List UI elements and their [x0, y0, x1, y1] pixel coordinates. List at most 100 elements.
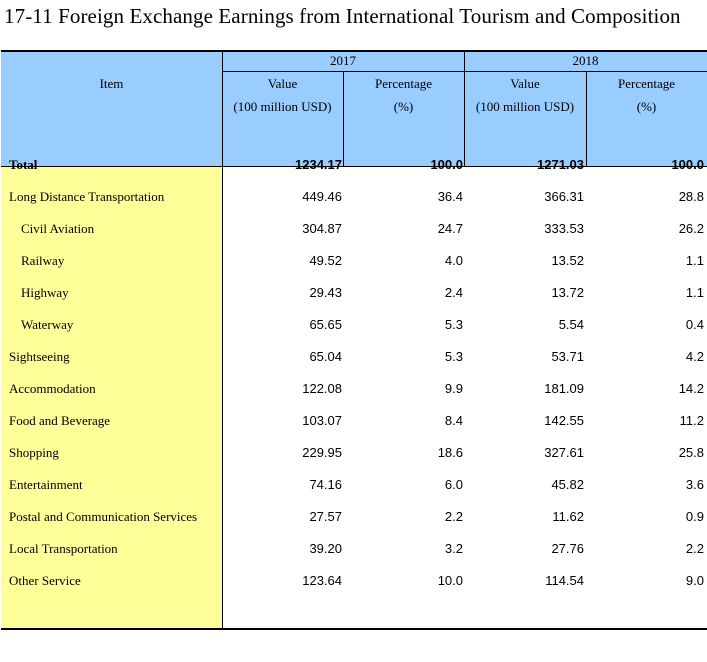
- value-2018: 114.54: [545, 573, 584, 588]
- pct-2018: 9.0: [685, 573, 704, 588]
- pct-2017: 100.0: [430, 157, 463, 172]
- top-rule: [1, 50, 707, 52]
- value-2017: 65.65: [309, 317, 342, 332]
- pct-2018: 0.9: [685, 509, 704, 524]
- pct-2017: 8.4: [444, 413, 463, 428]
- table-row: Shopping 229.95 18.6 327.61 25.8: [1, 437, 707, 469]
- bottom-rule: [1, 628, 707, 630]
- value-2018: 5.54: [558, 317, 584, 332]
- table-row: Civil Aviation 304.87 24.7 333.53 26.2: [1, 213, 707, 245]
- value-2018: 366.31: [544, 189, 584, 204]
- value-2017: 122.08: [302, 381, 342, 396]
- row-label: Postal and Communication Services: [9, 509, 198, 524]
- header-pct-2017: Percentage: [374, 76, 433, 91]
- value-2017: 29.43: [309, 285, 342, 300]
- table-row: Waterway 65.65 5.3 5.54 0.4: [1, 309, 707, 341]
- row-label: Shopping: [9, 445, 59, 460]
- header-value-2017: Value: [267, 76, 298, 91]
- pct-2018: 4.2: [685, 349, 704, 364]
- pct-2018: 28.8: [678, 189, 704, 204]
- pct-2017: 2.2: [444, 509, 463, 524]
- value-2017: 1234.17: [295, 157, 342, 172]
- value-2018: 1271.03: [537, 157, 584, 172]
- value-2017: 304.87: [302, 221, 342, 236]
- pct-2017: 2.4: [444, 285, 463, 300]
- pct-2018: 25.8: [678, 445, 704, 460]
- value-2018: 181.09: [544, 381, 584, 396]
- row-label: Highway: [21, 285, 69, 300]
- header-value-unit-2018: (100 million USD): [475, 99, 575, 114]
- header-divider: [343, 71, 344, 166]
- value-2018: 11.62: [552, 509, 584, 524]
- value-2017: 449.46: [302, 189, 342, 204]
- value-2018: 53.71: [551, 349, 584, 364]
- table-row: Entertainment 74.16 6.0 45.82 3.6: [1, 469, 707, 501]
- row-label: Civil Aviation: [21, 221, 95, 236]
- value-2018: 13.52: [551, 253, 584, 268]
- pct-2018: 11.2: [679, 413, 704, 428]
- row-label: Waterway: [21, 317, 74, 332]
- value-2018: 27.76: [551, 541, 584, 556]
- pct-2017: 24.7: [437, 221, 463, 236]
- row-label: Food and Beverage: [9, 413, 111, 428]
- header-pct-unit-2017: (%): [393, 99, 414, 114]
- table-row: Long Distance Transportation 449.46 36.4…: [1, 181, 707, 213]
- table-row: Food and Beverage 103.07 8.4 142.55 11.2: [1, 405, 707, 437]
- value-2017: 49.52: [309, 253, 342, 268]
- pct-2017: 5.3: [444, 317, 463, 332]
- value-2018: 327.61: [544, 445, 584, 460]
- pct-2018: 1.1: [685, 285, 704, 300]
- pct-2018: 1.1: [685, 253, 704, 268]
- header-divider: [586, 71, 587, 166]
- header-year-2017: 2017: [330, 53, 356, 68]
- header-value-unit-2017: (100 million USD): [233, 99, 332, 114]
- header-divider: [222, 52, 223, 166]
- pct-2017: 5.3: [444, 349, 463, 364]
- row-label: Local Transportation: [9, 541, 118, 556]
- header-divider: [464, 52, 465, 166]
- value-2017: 39.20: [309, 541, 342, 556]
- header-item: Item: [99, 76, 124, 91]
- header-year-2018: 2018: [572, 53, 599, 68]
- value-2017: 65.04: [309, 349, 342, 364]
- pct-2018: 0.4: [685, 317, 704, 332]
- header-rule: [1, 166, 707, 167]
- pct-2017: 4.0: [444, 253, 463, 268]
- pct-2018: 14.2: [678, 381, 704, 396]
- value-2017: 74.16: [309, 477, 342, 492]
- row-label: Other Service: [9, 573, 81, 588]
- pct-2018: 100.0: [671, 157, 704, 172]
- table-row: Total 1234.17 100.0 1271.03 100.0: [1, 149, 707, 181]
- table-row: Highway 29.43 2.4 13.72 1.1: [1, 277, 707, 309]
- table-row: Postal and Communication Services 27.57 …: [1, 501, 707, 533]
- pct-2017: 6.0: [444, 477, 463, 492]
- row-label: Total: [9, 157, 38, 172]
- value-2017: 123.64: [302, 573, 342, 588]
- value-2017: 103.07: [302, 413, 342, 428]
- pct-2017: 10.0: [437, 573, 463, 588]
- page-title: 17-11 Foreign Exchange Earnings from Int…: [4, 4, 681, 28]
- header-pct-2018: Percentage: [617, 76, 676, 91]
- pct-2017: 3.2: [444, 541, 463, 556]
- value-2017: 229.95: [302, 445, 342, 460]
- header-value-2018: Value: [510, 76, 540, 91]
- pct-2017: 9.9: [444, 381, 463, 396]
- pct-2018: 3.6: [685, 477, 704, 492]
- pct-2018: 26.2: [678, 221, 704, 236]
- table-row: Sightseeing 65.04 5.3 53.71 4.2: [1, 341, 707, 373]
- table-row: Local Transportation 39.20 3.2 27.76 2.2: [1, 533, 707, 565]
- table-row: Accommodation 122.08 9.9 181.09 14.2: [1, 373, 707, 405]
- pct-2017: 18.6: [437, 445, 463, 460]
- value-2017: 27.57: [309, 509, 342, 524]
- row-label: Long Distance Transportation: [9, 189, 165, 204]
- table-row: Other Service 123.64 10.0 114.54 9.0: [1, 565, 707, 597]
- value-2018: 45.82: [551, 477, 584, 492]
- item-column-divider: [222, 167, 223, 628]
- row-label: Railway: [21, 253, 65, 268]
- row-label: Sightseeing: [9, 349, 70, 364]
- row-label: Entertainment: [9, 477, 83, 492]
- value-2018: 13.72: [551, 285, 584, 300]
- item-column: [1, 167, 222, 628]
- value-2018: 333.53: [544, 221, 584, 236]
- header-pct-unit-2018: (%): [636, 99, 657, 114]
